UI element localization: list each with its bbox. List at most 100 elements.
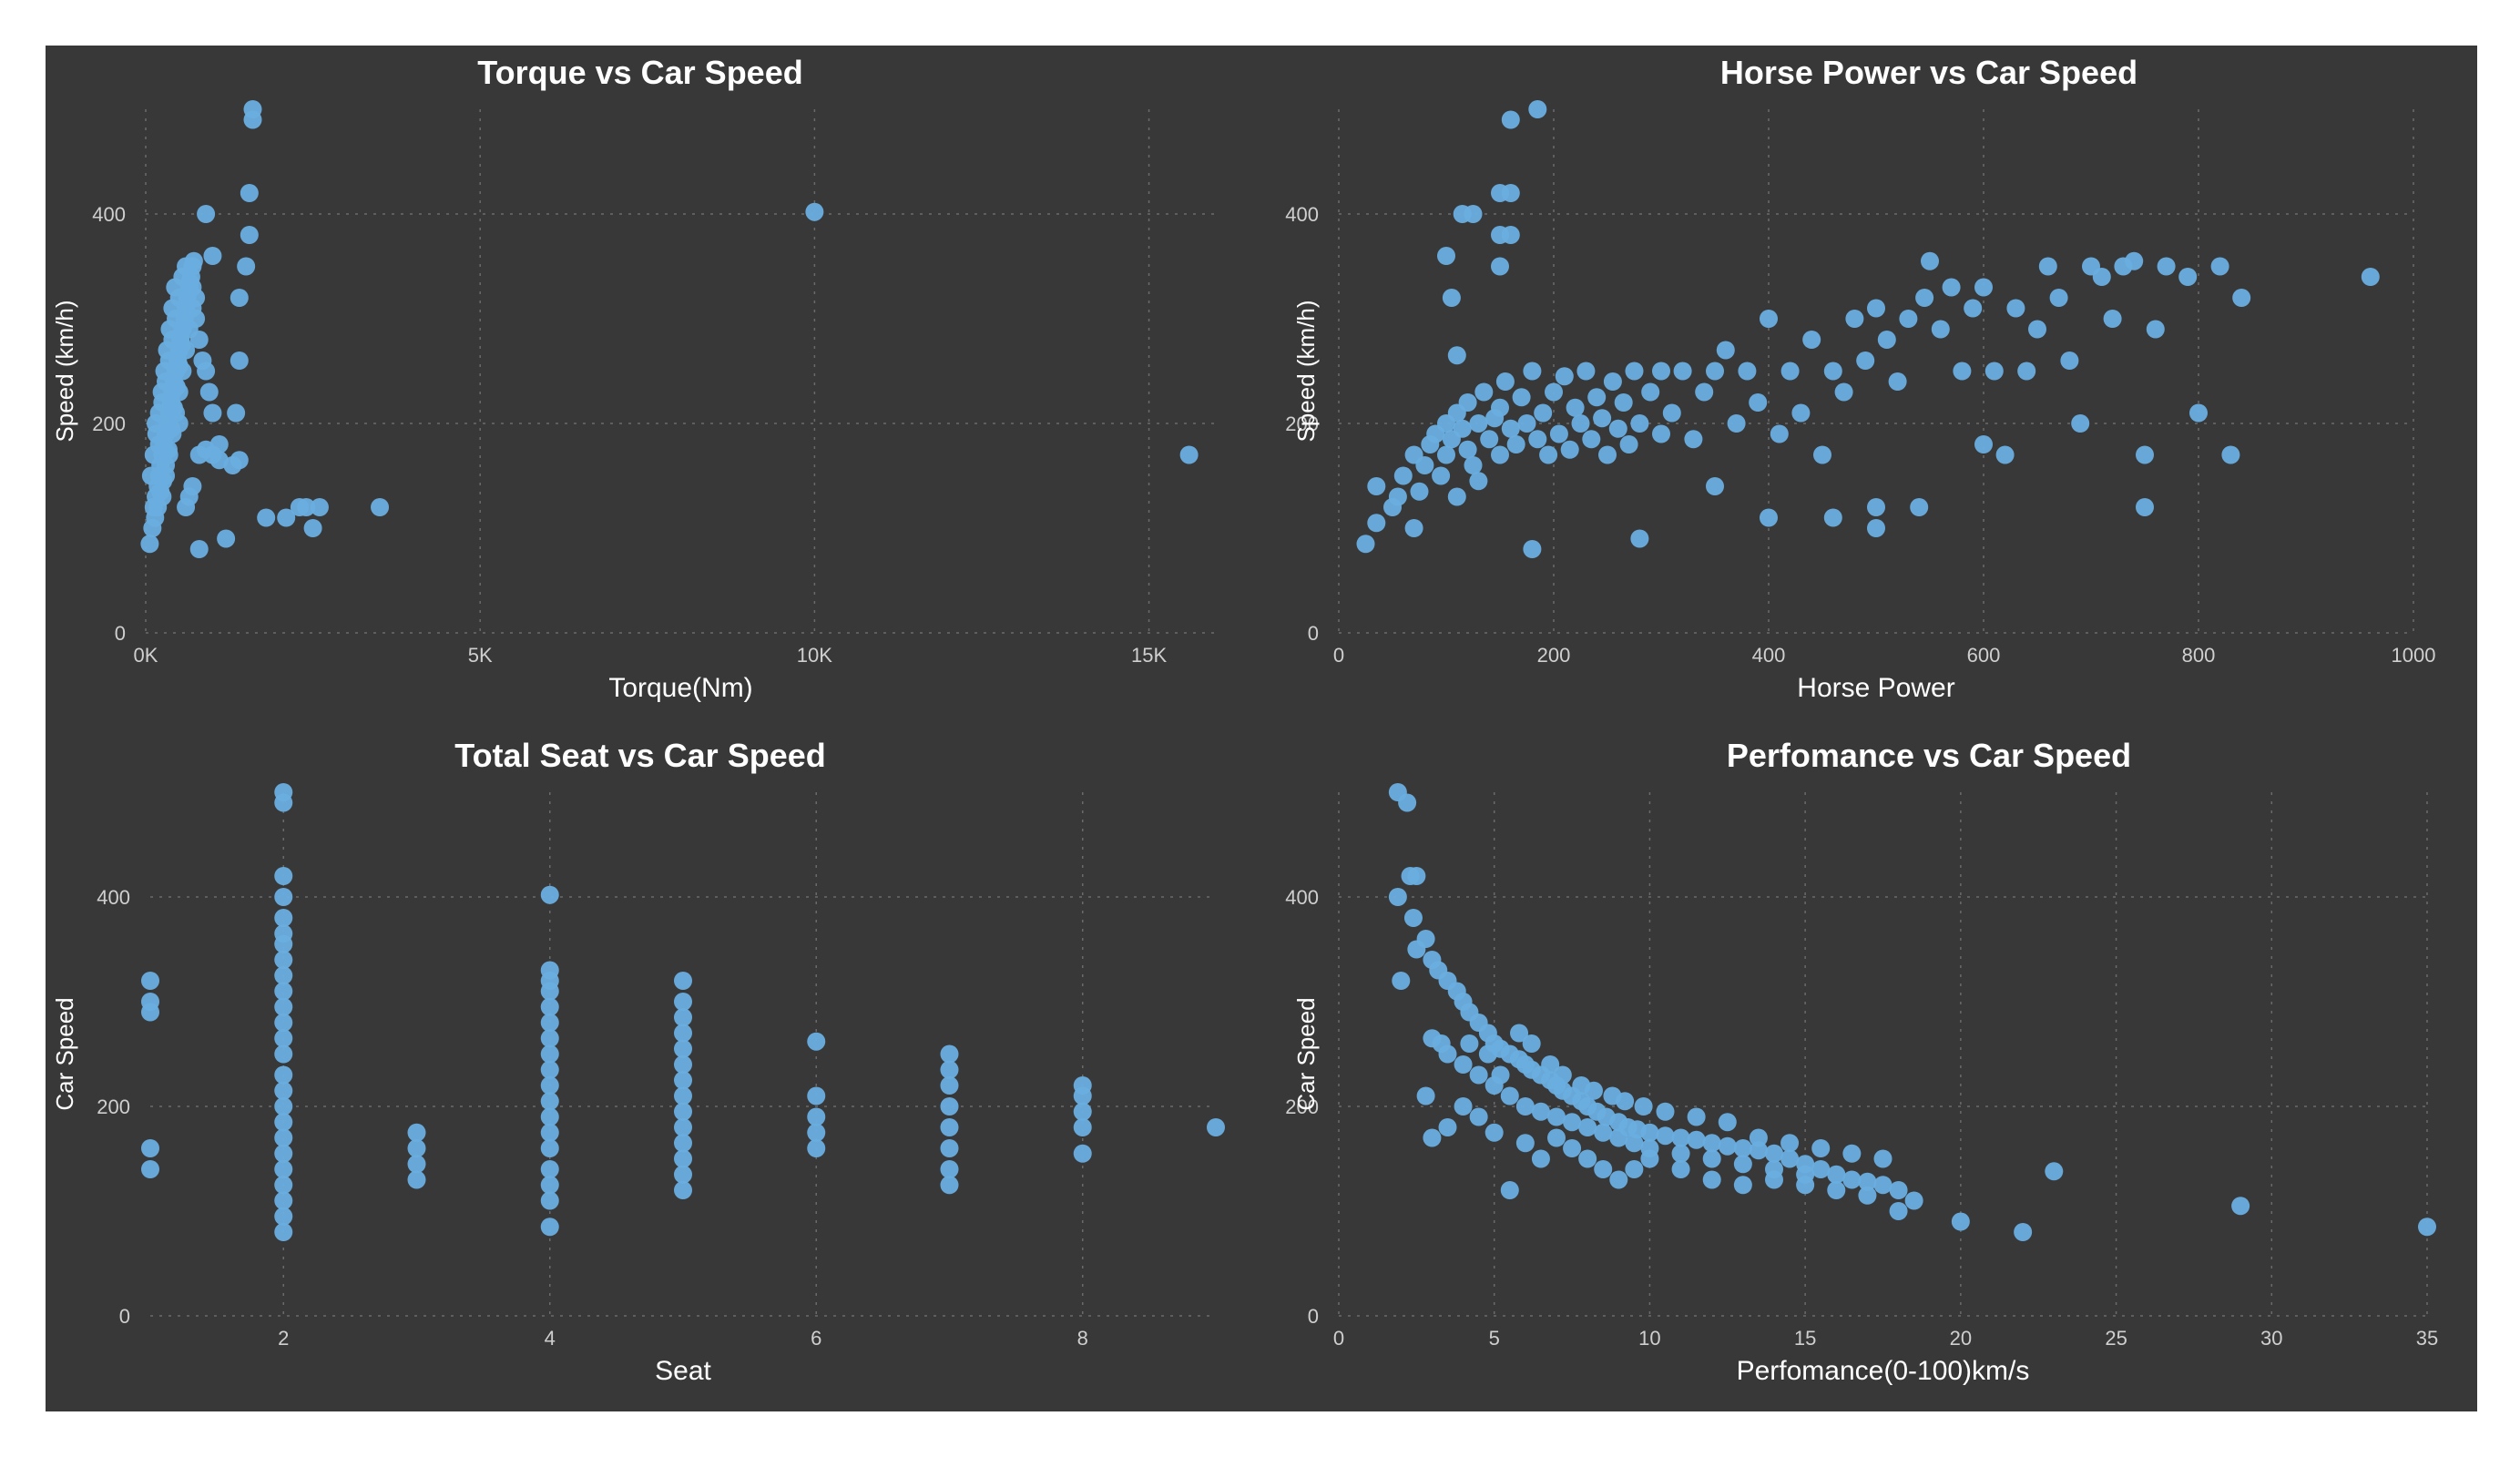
- scatter-point: [274, 966, 293, 985]
- scatter-point: [2189, 403, 2208, 423]
- scatter-point: [240, 226, 259, 244]
- scatter-point: [2006, 299, 2025, 318]
- scatter-point: [2045, 1162, 2064, 1181]
- chart-title: Horse Power vs Car Speed: [1720, 54, 2137, 91]
- scatter-point: [1491, 1065, 1510, 1085]
- scatter-point: [540, 1014, 559, 1032]
- scatter-point: [1073, 1102, 1092, 1121]
- scatter-point: [540, 1092, 559, 1111]
- scatter-point: [1460, 1034, 1479, 1053]
- dashboard-panel: Torque vs Car Speed 0K 5K 10K 15K 0 200 400 Torq…: [46, 46, 2477, 1411]
- scatter-point: [1640, 1149, 1659, 1168]
- scatter-point: [1877, 331, 1896, 349]
- scatter-point: [217, 529, 236, 548]
- scatter-point: [1528, 430, 1547, 449]
- scatter-point: [209, 435, 229, 453]
- scatter-point: [1609, 1128, 1628, 1147]
- scatter-point: [153, 393, 172, 412]
- scatter-point: [1964, 299, 1983, 318]
- scatter-point: [1813, 445, 1831, 464]
- scatter-point: [940, 1118, 959, 1136]
- scatter-point: [1073, 1076, 1092, 1095]
- scatter-point: [1609, 1170, 1628, 1189]
- scatter-point: [1625, 362, 1644, 381]
- x-tick-label: 5K: [468, 644, 493, 667]
- y-axis-label: Speed (km/h): [1292, 300, 1320, 442]
- scatter-point: [2231, 1197, 2250, 1216]
- scatter-point: [1407, 867, 1426, 885]
- scatter-point: [540, 1029, 559, 1048]
- scatter-point: [1780, 362, 1800, 381]
- x-tick-label: 5: [1489, 1327, 1500, 1350]
- scatter-point: [1656, 1102, 1675, 1121]
- x-axis-label: Horse Power: [1797, 673, 1954, 703]
- scatter-point: [274, 909, 293, 927]
- scatter-point: [1464, 205, 1483, 223]
- scatter-point: [1563, 1139, 1582, 1157]
- scatter-point: [1415, 456, 1434, 474]
- scatter-point: [1553, 1065, 1572, 1085]
- scatter-point: [540, 885, 559, 904]
- scatter-point: [1652, 424, 1670, 443]
- scatter-point: [297, 498, 316, 516]
- scatter-point: [1566, 398, 1585, 417]
- scatter-point: [1738, 362, 1757, 381]
- scatter-point: [1616, 1092, 1635, 1111]
- scatter-point: [1480, 430, 1499, 449]
- scatter-point: [1873, 1176, 1893, 1195]
- y-tick-label: 400: [1285, 203, 1319, 226]
- scatter-point: [1749, 1128, 1768, 1147]
- scatter-point: [1584, 1081, 1603, 1100]
- scatter-point: [1780, 1149, 1800, 1168]
- scatter-point: [1432, 1034, 1451, 1053]
- scatter-point: [274, 783, 293, 801]
- horsepower-vs-speed-chart: Horse Power vs Car Speed 0 200 400 600 800 100…: [1285, 54, 2435, 703]
- scatter-point: [1695, 382, 1714, 402]
- scatter-point: [1630, 529, 1649, 548]
- scatter-point: [1823, 362, 1842, 381]
- scatter-point: [274, 1144, 293, 1163]
- scatter-point: [1454, 1097, 1473, 1116]
- scatter-point: [240, 184, 259, 202]
- scatter-point: [540, 961, 559, 980]
- scatter-point: [1995, 445, 2015, 464]
- scatter-point: [1974, 435, 1993, 453]
- scatter-point: [159, 352, 179, 370]
- x-tick-label: 10K: [797, 644, 832, 667]
- x-tick-label: 15: [1794, 1327, 1816, 1350]
- scatter-point: [169, 414, 189, 433]
- scatter-point: [1796, 1176, 1815, 1195]
- x-tick-label: 2: [278, 1327, 289, 1350]
- scatter-point: [807, 1107, 826, 1126]
- scatter-point: [807, 1086, 826, 1105]
- scatter-point: [940, 1076, 959, 1095]
- scatter-point: [1594, 1123, 1613, 1142]
- scatter-point: [1545, 382, 1563, 402]
- y-tick-label: 400: [97, 886, 130, 909]
- scatter-point: [1780, 1134, 1800, 1153]
- x-tick-label: 10: [1638, 1327, 1660, 1350]
- scatter-point: [2049, 289, 2068, 307]
- scatter-point: [807, 1032, 826, 1051]
- scatter-point: [1523, 362, 1542, 381]
- x-tick-label: 25: [2105, 1327, 2127, 1350]
- scatter-point: [1501, 184, 1520, 202]
- scatter-point: [2232, 289, 2251, 307]
- scatter-point: [2103, 310, 2122, 328]
- scatter-point: [1791, 403, 1811, 423]
- scatter-point: [1367, 514, 1386, 533]
- x-tick-label: 20: [1950, 1327, 1972, 1350]
- scatter-point: [274, 1191, 293, 1210]
- scatter-point: [274, 1044, 293, 1064]
- scatter-point: [1523, 540, 1542, 558]
- scatter-point: [1398, 793, 1417, 812]
- scatter-point: [1984, 362, 2004, 381]
- scatter-point: [1432, 466, 1451, 485]
- scatter-point: [540, 1191, 559, 1210]
- y-tick-label: 0: [1308, 1305, 1319, 1328]
- scatter-point: [147, 414, 166, 433]
- scatter-point: [141, 1160, 159, 1178]
- scatter-point: [2157, 257, 2176, 276]
- scatter-point: [2017, 362, 2036, 381]
- scatter-point: [1931, 320, 1950, 339]
